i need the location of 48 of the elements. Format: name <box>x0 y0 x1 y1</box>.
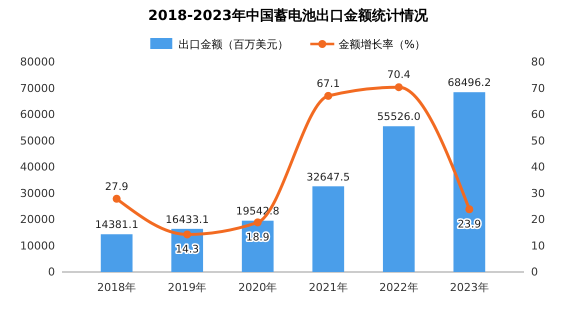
data-label: 67.1 <box>316 78 340 90</box>
y2-tick-label: 30 <box>531 186 545 200</box>
y-tick-label: 50000 <box>20 134 55 148</box>
legend-label: 出口金额（百万美元） <box>178 38 288 51</box>
y-tick-label: 60000 <box>20 108 55 122</box>
x-tick-label: 2021年 <box>308 281 348 294</box>
point <box>394 83 403 92</box>
y2-tick-label: 60 <box>531 108 545 122</box>
x-tick-label: 2022年 <box>379 281 418 294</box>
y-tick-label: 0 <box>48 266 55 279</box>
data-label: 55526.0 <box>377 111 421 124</box>
y-tick-label: 70000 <box>20 82 55 95</box>
x-tick-label: 2018年 <box>97 281 136 294</box>
y2-tick-label: 40 <box>531 160 545 174</box>
bar <box>382 126 415 272</box>
point <box>465 205 474 214</box>
data-label: 70.4 <box>387 69 411 82</box>
y2-tick-label: 0 <box>531 266 538 279</box>
data-label: 23.9 <box>458 218 482 230</box>
data-label: 27.9 <box>104 180 128 193</box>
point <box>183 230 192 238</box>
x-tick-label: 2023年 <box>450 281 489 294</box>
chart-title: 2018-2023年中国蓄电池出口金额统计情况 <box>148 7 429 24</box>
data-label: 14.3 <box>176 243 199 256</box>
legend-label: 金额增长率（%） <box>338 38 426 51</box>
y-tick-label: 80000 <box>20 56 55 69</box>
y-tick-label: 10000 <box>20 239 55 252</box>
data-label: 14381.1 <box>94 219 138 232</box>
point <box>112 194 121 203</box>
bar <box>312 186 344 272</box>
x-tick-label: 2019年 <box>168 281 207 294</box>
y-tick-label: 40000 <box>20 160 55 174</box>
y2-tick-label: 50 <box>531 134 545 148</box>
y-tick-label: 30000 <box>20 186 55 200</box>
y2-tick-label: 20 <box>531 213 545 226</box>
data-label: 16433.1 <box>165 214 209 226</box>
y2-tick-label: 10 <box>531 239 545 252</box>
y-tick-label: 20000 <box>20 213 55 226</box>
y2-tick-label: 80 <box>531 56 545 69</box>
point <box>254 218 262 226</box>
data-label: 68496.2 <box>448 77 492 90</box>
x-tick-label: 2020年 <box>238 281 278 294</box>
data-label: 18.9 <box>246 231 270 244</box>
point <box>324 92 332 100</box>
y2-tick-label: 70 <box>531 82 545 95</box>
bar <box>100 234 133 272</box>
bar <box>453 92 486 272</box>
data-label: 32647.5 <box>306 171 350 184</box>
